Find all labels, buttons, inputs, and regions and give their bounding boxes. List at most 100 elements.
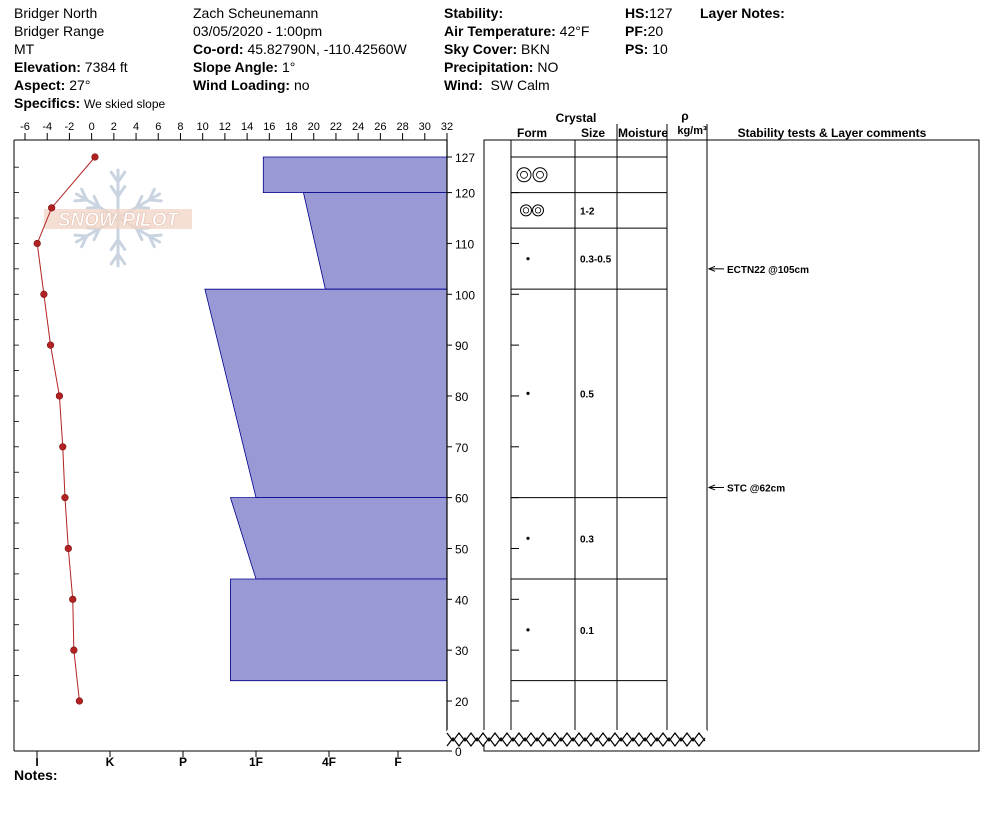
pf: PF:20 (625, 22, 672, 40)
hardness-layer (230, 578, 448, 682)
snowflake-branch (73, 198, 89, 203)
coord-label: Co-ord: (193, 41, 244, 57)
precip-label: Precipitation: (444, 59, 534, 75)
hs-label: HS: (625, 5, 650, 21)
temp-tick-label: 20 (308, 121, 320, 133)
hardness-layer (302, 192, 448, 290)
coordinates: Co-ord: 45.82790N, -110.42560W (193, 40, 407, 58)
hardness-layer (229, 497, 448, 580)
snowflake-branch (73, 233, 89, 238)
temperature-point (48, 204, 56, 212)
wind-label: Wind: (444, 77, 483, 93)
temp-tick-label: 2 (111, 121, 117, 133)
snowflake-branch (147, 198, 163, 203)
depth-tick-label: 60 (455, 492, 469, 506)
stability: Stability: (444, 4, 589, 22)
col-moisture: Moisture (618, 126, 668, 140)
rounded-grain-icon (520, 170, 528, 179)
grain-dot-icon (526, 257, 530, 261)
pf-label: PF: (625, 23, 648, 39)
depth-tick-label: 30 (455, 644, 469, 658)
depth-tick-label: 80 (455, 390, 469, 404)
temp-tick-label: 16 (263, 121, 275, 133)
wind-value: SW Calm (490, 77, 550, 93)
temperature-point (75, 697, 84, 705)
layer-notes-label: Layer Notes: (700, 5, 785, 21)
depth-tick-label: 90 (455, 339, 469, 353)
stability-label: Stability: (444, 5, 504, 21)
pf-value: 20 (647, 23, 664, 39)
notes: Notes: (14, 766, 58, 784)
temperature-point (40, 290, 48, 298)
crystal-size: 0.5 (580, 389, 594, 400)
temperature-point (61, 494, 69, 502)
rounded-grain-icon (516, 167, 532, 183)
snowflake-branch (80, 234, 89, 249)
notes-label: Notes: (14, 767, 58, 783)
snowpilot-logo: SNOW PILOT (44, 168, 192, 268)
snowflake-branch (116, 238, 127, 252)
hardness-tick-label: F (394, 755, 401, 769)
aspect: Aspect: 27° (14, 76, 165, 94)
observer: Zach Scheunemann (193, 5, 319, 21)
temperature-point (55, 392, 64, 400)
rounded-grain-icon (522, 207, 530, 214)
chart-marks: -6 -4 -2 0 2 4 6 8 10 12 14 16 18 20 22 24 26 28 30 32I K P 1F… (13, 121, 980, 769)
snowflake-branch (147, 187, 156, 202)
logo-text: SNOW PILOT (58, 210, 180, 231)
slope-angle: Slope Angle: 1° (193, 58, 407, 76)
snowflake-branch (116, 170, 127, 184)
ps-value: 10 (652, 41, 668, 57)
crystal-size: 0.3-0.5 (580, 255, 612, 266)
crystal-size: 1-2 (580, 206, 595, 217)
snowflake-branch (135, 194, 144, 209)
depth-tick-label: 0 (455, 745, 462, 759)
state: MT (14, 41, 35, 57)
slope-label: Slope Angle: (193, 59, 279, 75)
temp-tick-label: 12 (219, 121, 231, 133)
snowflake-branch (116, 184, 127, 198)
temperature-point (46, 341, 55, 349)
hardness-layer (204, 288, 448, 499)
temp-tick-label: 22 (330, 121, 342, 133)
layer-notes: Layer Notes: (700, 4, 785, 22)
col-stability: Stability tests & Layer comments (738, 126, 927, 140)
layer-table-frame (483, 139, 980, 752)
snowflake-branch (92, 227, 101, 242)
temp-tick-label: 10 (197, 121, 209, 133)
rounded-grain-icon (532, 167, 548, 183)
depth-tick-label: 50 (455, 542, 469, 556)
snowflake-branch (109, 184, 120, 198)
sky-label: Sky Cover: (444, 41, 518, 57)
col-density-unit: kg/m³ (677, 125, 707, 137)
stability-arrowhead-icon (707, 484, 716, 491)
crystal-size: 0.3 (580, 534, 594, 545)
aspect-label: Aspect: (14, 77, 66, 93)
depth-tick-label: 40 (455, 593, 469, 607)
crystal-size: 0.1 (580, 626, 594, 637)
temp-tick-label: 6 (155, 121, 161, 133)
grain-dot-icon (526, 536, 530, 540)
elevation-value: 7384 ft (84, 59, 128, 75)
temperature-point (91, 153, 99, 161)
temperature-line (36, 156, 96, 702)
temp-tick-label: 0 (89, 121, 95, 133)
temp-tick-label: 14 (241, 121, 253, 133)
header-left: Bridger North Bridger Range MT Elevation… (14, 4, 165, 113)
aspect-value: 27° (69, 77, 91, 93)
temperature-point (69, 595, 77, 603)
snowflake-branch (147, 234, 156, 249)
specifics-label: Specifics: (14, 95, 81, 111)
hardness-tick-label: 1F (249, 755, 263, 769)
snowflake-branch (135, 205, 151, 210)
coord-value: 45.82790N, -110.42560W (247, 41, 407, 57)
wind-loading-value: no (293, 77, 310, 93)
depth-tick-label: 100 (455, 288, 475, 302)
location: Bridger North (14, 5, 98, 21)
elevation: Elevation: 7384 ft (14, 58, 165, 76)
header-depths: HS:127 PF:20 PS: 10 (625, 4, 672, 58)
hardness-layer (262, 156, 448, 193)
snowflake-branch (109, 238, 120, 252)
range: Bridger Range (14, 23, 105, 39)
